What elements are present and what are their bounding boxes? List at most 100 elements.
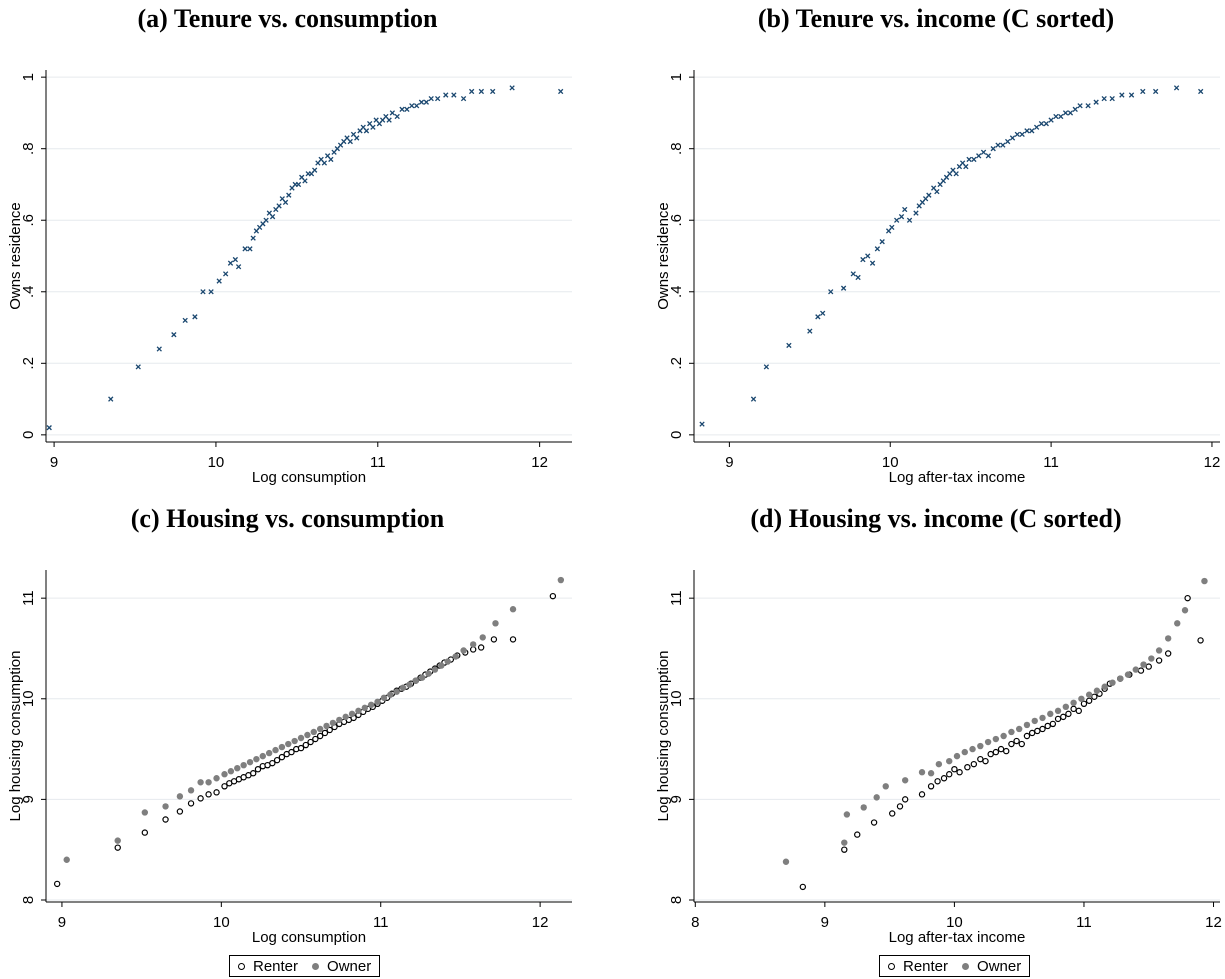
data-point — [1067, 110, 1074, 116]
data-point-owner — [469, 641, 477, 648]
data-point — [282, 199, 289, 206]
y-tick-label: 0 — [20, 431, 37, 439]
data-point — [1058, 113, 1064, 120]
panel-a-tenure-vs-consumption: (a) Tenure vs. consumption 0 .2 .4 .6 .8 1 9 10… — [0, 0, 612, 490]
data-point-owner — [984, 738, 992, 746]
data-point-owner — [873, 794, 880, 801]
chart-title: (c) Housing vs. consumption — [130, 504, 445, 533]
data-point-owner — [213, 775, 220, 782]
data-point-owner — [1155, 647, 1163, 654]
data-point — [786, 342, 792, 349]
y-tick-label: .2 — [668, 357, 685, 370]
data-point-owner — [1062, 703, 1070, 711]
data-point-renter — [1013, 737, 1020, 745]
y-tick-label: .4 — [668, 286, 685, 299]
data-point-renter — [964, 763, 971, 771]
data-point-owner — [782, 858, 790, 865]
data-point — [468, 88, 475, 95]
data-point-renter — [213, 789, 220, 796]
data-point-renter — [1137, 667, 1145, 674]
data-point-renter — [269, 759, 276, 767]
data-point — [995, 142, 1001, 148]
data-point — [1173, 85, 1180, 91]
y-tick-label: .6 — [20, 214, 37, 227]
data-point-owner — [992, 735, 1000, 743]
data-point — [418, 99, 425, 105]
data-point-owner — [969, 745, 976, 753]
data-point — [478, 88, 485, 95]
data-point-renter — [1070, 705, 1077, 713]
filled-circle-icon — [312, 962, 320, 970]
data-point-renter — [114, 844, 121, 851]
x-axis-label: Log consumption — [252, 469, 366, 486]
legend-label: Renter — [903, 957, 949, 975]
data-point-renter — [1044, 722, 1051, 730]
x-tick-label: 10 — [213, 914, 230, 931]
x-tick-label: 10 — [208, 454, 225, 471]
data-point-owner — [1201, 577, 1208, 585]
data-point-renter — [1028, 729, 1036, 737]
data-point — [1072, 106, 1078, 113]
data-point-renter — [1008, 740, 1015, 748]
data-point — [699, 421, 705, 427]
data-point — [750, 396, 757, 402]
data-point — [1043, 120, 1049, 127]
x-tick-label: 12 — [1205, 914, 1222, 931]
data-point — [404, 106, 410, 113]
data-point-owner — [285, 740, 292, 748]
data-point — [269, 213, 276, 220]
data-point-owner — [882, 783, 889, 790]
data-point — [840, 285, 847, 291]
data-point — [409, 103, 415, 109]
x-tick-label: 9 — [821, 914, 829, 931]
x-tick-label: 11 — [370, 454, 386, 471]
data-point — [976, 153, 982, 159]
data-point-owner — [234, 764, 241, 772]
data-point-renter — [934, 778, 941, 785]
data-point-owner — [1039, 714, 1046, 722]
data-point-renter — [918, 791, 926, 798]
x-tick-label: 12 — [531, 454, 548, 471]
data-point-owner — [953, 752, 961, 760]
data-point — [1033, 124, 1040, 130]
data-point — [966, 156, 972, 163]
data-point-renter — [312, 735, 319, 743]
data-point-renter — [509, 636, 517, 643]
x-tick-label: 9 — [50, 454, 58, 471]
panel-b-tenure-vs-income: (b) Tenure vs. income (C sorted) 0 .2 .4 .6… — [612, 0, 1225, 490]
data-point-owner — [406, 681, 413, 688]
data-point — [865, 253, 871, 259]
data-point-renter — [1085, 697, 1093, 704]
data-point — [423, 99, 429, 105]
data-point-owner — [240, 761, 247, 769]
data-point-owner — [342, 713, 349, 721]
data-point — [216, 278, 222, 284]
data-point-owner — [197, 779, 204, 786]
data-point — [1093, 99, 1099, 105]
data-point — [820, 310, 826, 316]
x-axis-label: Log consumption — [252, 929, 366, 946]
data-point — [869, 260, 876, 266]
data-point-renter — [326, 726, 333, 734]
data-point — [889, 224, 895, 231]
data-point — [980, 149, 987, 155]
data-point-renter — [799, 883, 807, 891]
data-point — [1109, 95, 1115, 102]
data-point — [328, 156, 334, 163]
data-point — [363, 128, 370, 134]
data-point — [1077, 103, 1083, 109]
data-point — [902, 206, 908, 213]
data-point — [242, 246, 248, 252]
y-axis-label: Owns residence — [7, 202, 24, 310]
data-point — [906, 217, 913, 223]
data-point-owner — [961, 748, 968, 756]
legend-label: Renter — [253, 957, 299, 975]
data-point-owner — [387, 691, 394, 698]
data-point — [347, 138, 353, 145]
data-point-owner — [1008, 728, 1015, 736]
data-point — [156, 346, 162, 352]
data-point-renter — [321, 729, 329, 737]
data-point-renter — [1039, 725, 1046, 733]
data-point-owner — [361, 704, 368, 712]
data-point-renter — [889, 810, 896, 817]
